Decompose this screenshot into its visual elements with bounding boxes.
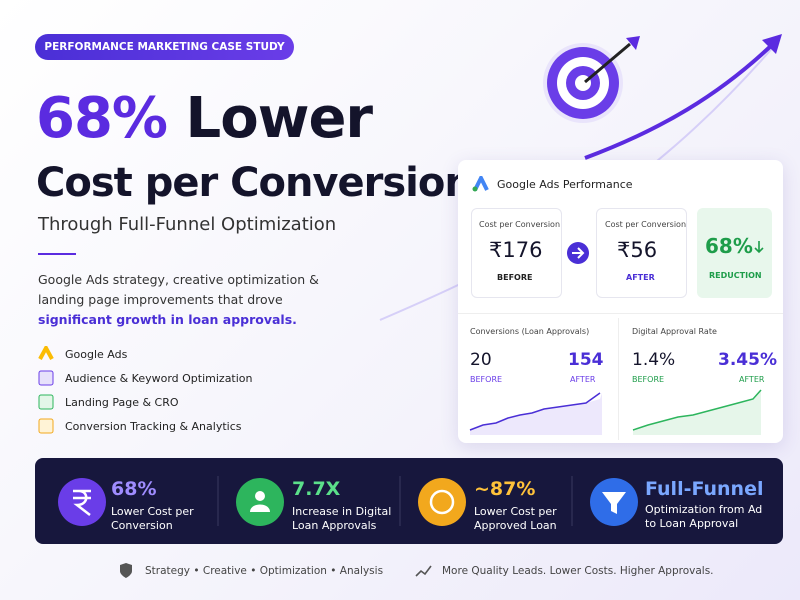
metric-label: Conversions (Loan Approvals) xyxy=(470,327,590,336)
chart-icon xyxy=(415,565,432,577)
reduction-card xyxy=(697,208,772,298)
feature: Conversion Tracking & Analytics xyxy=(65,420,242,433)
before-card xyxy=(471,208,562,298)
trend-arrow xyxy=(584,40,777,160)
arrow-icon xyxy=(567,242,589,264)
after-card xyxy=(596,208,687,298)
audience-icon xyxy=(38,370,54,386)
feature: Landing Page & CRO xyxy=(65,396,179,409)
spark-area xyxy=(633,390,761,435)
metric-before: 1.4% xyxy=(632,350,676,370)
spark-line xyxy=(469,392,601,431)
card-label: Cost per Conversion xyxy=(479,220,561,229)
people-glyph xyxy=(255,491,265,501)
metric-before: 20 xyxy=(470,350,492,370)
stat-label: Optimization from Ad to Loan Approval xyxy=(645,503,763,530)
description: Google Ads strategy, creative optimizati… xyxy=(38,270,328,330)
stat-icon xyxy=(236,478,284,526)
dart xyxy=(584,42,631,84)
card-tag: AFTER xyxy=(626,273,655,282)
arrow-glyph xyxy=(572,247,585,259)
footer-text: Strategy • Creative • Optimization • Ana… xyxy=(145,565,384,577)
panel-divider xyxy=(618,318,619,440)
stat-value: ~87% xyxy=(474,478,536,500)
headline-rest: Lower xyxy=(185,86,373,151)
metric-label: Digital Approval Rate xyxy=(632,327,717,336)
coin-glyph xyxy=(429,489,455,515)
metric-tag: AFTER xyxy=(570,375,596,384)
google-ads-icon xyxy=(38,346,54,360)
spark-area xyxy=(470,393,602,435)
panel xyxy=(458,160,783,443)
feature-icons xyxy=(38,346,54,434)
metric-after: 3.45% xyxy=(718,350,777,370)
metric-tag: BEFORE xyxy=(470,375,503,384)
stats-bar xyxy=(35,458,783,544)
subtitle: Through Full-Funnel Optimization xyxy=(38,214,337,235)
reduction-value: 68% xyxy=(705,234,753,258)
tracking-icon xyxy=(38,418,54,434)
logo-dot xyxy=(472,186,478,192)
google-ads-logo xyxy=(472,176,489,192)
headline: 68% Lower xyxy=(36,86,373,151)
description-text: Google Ads strategy, creative optimizati… xyxy=(38,272,319,307)
stat-value: Full-Funnel xyxy=(645,478,764,500)
stat-label: Lower Cost per Approved Loan xyxy=(474,505,557,532)
rupee-glyph xyxy=(73,489,91,516)
feature: Audience & Keyword Optimization xyxy=(65,372,253,385)
badge: PERFORMANCE MARKETING CASE STUDY xyxy=(35,34,294,60)
panel-title: Google Ads Performance xyxy=(497,178,633,191)
funnel-glyph xyxy=(602,492,626,514)
shield-icon xyxy=(120,563,132,578)
feature: Google Ads xyxy=(65,348,128,361)
reduction-tag: REDUCTION xyxy=(709,271,762,280)
metric-after: 154 xyxy=(568,350,604,370)
stat-value: 7.7X xyxy=(292,478,341,500)
panel-divider xyxy=(458,313,783,314)
landing-icon xyxy=(38,394,54,410)
people-glyph xyxy=(250,504,270,512)
down-arrow xyxy=(754,241,764,254)
divider xyxy=(38,253,76,255)
stat-value: 68% xyxy=(111,478,157,500)
trend-arrowhead xyxy=(762,34,782,54)
stat-icon xyxy=(58,478,106,526)
sparklines xyxy=(469,389,762,435)
footer-text: More Quality Leads. Lower Costs. Higher … xyxy=(442,565,714,577)
down-arrow-glyph xyxy=(754,241,764,254)
metric-tag: AFTER xyxy=(739,375,765,384)
logo-shape xyxy=(473,176,489,191)
spark-line xyxy=(632,389,762,431)
card-label: Cost per Conversion xyxy=(605,220,687,229)
card-tag: BEFORE xyxy=(497,273,533,282)
stat-icons xyxy=(58,476,638,526)
headline-line2: Cost per Conversion xyxy=(36,160,473,206)
headline-highlight: 68% xyxy=(36,86,168,151)
metric-tag: BEFORE xyxy=(632,375,665,384)
card-value: ₹176 xyxy=(489,238,543,262)
stat-label: Lower Cost per Conversion xyxy=(111,505,194,532)
stat-icon xyxy=(418,478,466,526)
footer-icons xyxy=(120,563,432,578)
stat-label: Increase in Digital Loan Approvals xyxy=(292,505,392,532)
dart-feather xyxy=(626,36,640,50)
description-emphasis: significant growth in loan approvals. xyxy=(38,312,297,327)
card-value: ₹56 xyxy=(617,238,658,262)
